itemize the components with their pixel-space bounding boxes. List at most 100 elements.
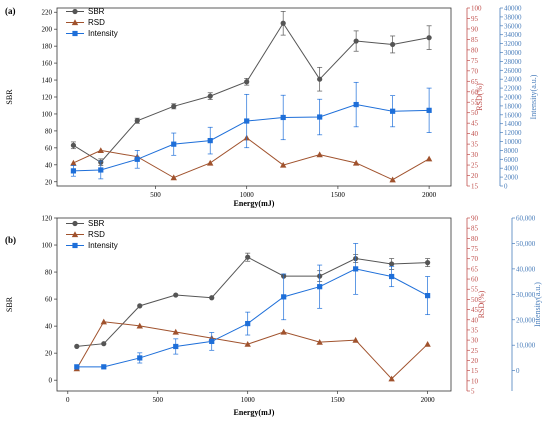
intensity-tick-label: 34000 bbox=[504, 31, 522, 39]
intensity-tick-label: 2000 bbox=[504, 174, 519, 182]
intensity-tick-label: 4000 bbox=[504, 165, 519, 173]
rsd-tick-label: 60 bbox=[471, 88, 479, 96]
legend-label: RSD bbox=[88, 18, 105, 27]
x-tick-label: 1000 bbox=[240, 191, 255, 199]
intensity-tick-label: 20000 bbox=[504, 94, 522, 102]
rsd-tick-label: 80 bbox=[471, 46, 479, 54]
series-line bbox=[76, 268, 428, 368]
rsd-tick-label: 90 bbox=[471, 25, 479, 33]
data-point bbox=[245, 254, 251, 260]
rsd-tick-label: 85 bbox=[471, 36, 479, 44]
x-tick-label: 500 bbox=[150, 191, 161, 199]
intensity-tick-label: 6000 bbox=[504, 156, 519, 164]
chart-panel-2: (b)0 500 1000 1500 2000Energy(mJ)02040608010… bbox=[5, 215, 542, 418]
series-sbr bbox=[70, 11, 432, 167]
x-tick-label: 1000 bbox=[241, 396, 256, 404]
legend-marker bbox=[72, 30, 78, 37]
legend-label: SBR bbox=[88, 219, 105, 228]
rsd-tick-label: 75 bbox=[471, 57, 479, 65]
data-point bbox=[317, 114, 323, 120]
rsd-tick-label: 20 bbox=[471, 357, 479, 365]
rsd-tick-label: 30 bbox=[471, 337, 479, 345]
rsd-tick-label: 70 bbox=[471, 255, 479, 263]
data-point bbox=[70, 168, 77, 174]
data-point bbox=[425, 155, 433, 162]
data-point bbox=[101, 364, 107, 370]
left-tick-label: 120 bbox=[42, 94, 53, 102]
data-point bbox=[390, 41, 396, 48]
intensity-tick-label: 28000 bbox=[504, 58, 522, 66]
rsd-tick-label: 15 bbox=[471, 183, 479, 191]
data-point bbox=[70, 142, 77, 148]
data-point bbox=[134, 118, 140, 124]
left-tick-label: 60 bbox=[45, 144, 53, 152]
data-point bbox=[317, 284, 323, 290]
data-point bbox=[244, 79, 250, 85]
intensity-tick-label: 12000 bbox=[504, 129, 522, 137]
rsd-tick-label: 55 bbox=[471, 99, 479, 107]
data-point bbox=[280, 114, 286, 121]
data-point bbox=[171, 103, 177, 109]
data-point bbox=[100, 318, 107, 325]
data-point bbox=[172, 328, 179, 335]
intensity-tick-label: 40,000 bbox=[516, 265, 536, 273]
rsd-tick-label: 95 bbox=[471, 15, 479, 23]
series-line bbox=[73, 104, 430, 172]
intensity-tick-label: 30,000 bbox=[516, 291, 536, 299]
legend-label: RSD bbox=[88, 230, 105, 239]
data-point bbox=[207, 159, 214, 166]
left-tick-label: 100 bbox=[42, 242, 53, 250]
data-point bbox=[280, 20, 286, 26]
left-tick-label: 40 bbox=[45, 161, 53, 169]
left-tick-label: 80 bbox=[45, 269, 53, 277]
left-tick-label: 120 bbox=[42, 215, 53, 223]
plot-frame bbox=[56, 217, 452, 392]
series-rsd bbox=[73, 318, 431, 382]
series-line bbox=[76, 321, 428, 380]
intensity-axis-label: Intensity(a.u.) bbox=[529, 74, 538, 119]
rsd-axis-label: RSD(%) bbox=[475, 83, 484, 111]
legend: SBR RSD Intensity bbox=[66, 219, 118, 250]
rsd-tick-label: 40 bbox=[471, 130, 479, 138]
series-sbr bbox=[74, 252, 431, 349]
rsd-tick-label: 50 bbox=[471, 109, 479, 117]
left-tick-label: 20 bbox=[45, 350, 53, 358]
rsd-tick-label: 45 bbox=[471, 120, 479, 128]
left-tick-label: 20 bbox=[45, 178, 53, 186]
intensity-tick-label: 60,000 bbox=[516, 215, 536, 223]
data-point bbox=[425, 292, 431, 299]
rsd-tick-label: 5 bbox=[471, 388, 475, 396]
rsd-tick-label: 75 bbox=[471, 245, 479, 253]
data-point bbox=[137, 355, 143, 361]
data-point bbox=[207, 138, 213, 144]
legend-marker bbox=[71, 19, 79, 26]
data-point bbox=[353, 266, 359, 272]
panel-label: (a) bbox=[5, 6, 16, 16]
legend-marker bbox=[72, 8, 78, 15]
rsd-tick-label: 20 bbox=[471, 172, 479, 180]
rsd-tick-label: 85 bbox=[471, 225, 479, 233]
data-point bbox=[390, 108, 396, 114]
data-point bbox=[316, 338, 323, 345]
x-axis-label: Energy(mJ) bbox=[234, 199, 275, 208]
data-point bbox=[134, 156, 140, 162]
x-tick-label: 1500 bbox=[331, 191, 346, 199]
rsd-tick-label: 90 bbox=[471, 215, 479, 223]
left-tick-label: 100 bbox=[42, 110, 53, 118]
left-axis-label: SBR bbox=[5, 89, 14, 105]
legend-marker bbox=[72, 220, 78, 227]
data-point bbox=[70, 159, 77, 166]
intensity-tick-label: 36000 bbox=[504, 22, 522, 30]
intensity-tick-label: 8000 bbox=[504, 147, 519, 155]
intensity-tick-label: 0 bbox=[516, 367, 520, 375]
data-point bbox=[388, 375, 395, 382]
intensity-tick-label: 0 bbox=[504, 183, 508, 191]
left-tick-label: 140 bbox=[42, 77, 53, 85]
left-tick-label: 200 bbox=[42, 26, 53, 34]
left-tick-label: 220 bbox=[42, 9, 53, 17]
legend-label: SBR bbox=[88, 7, 105, 16]
intensity-tick-label: 30000 bbox=[504, 49, 522, 57]
rsd-tick-label: 55 bbox=[471, 286, 479, 294]
intensity-tick-label: 20,000 bbox=[516, 316, 536, 324]
